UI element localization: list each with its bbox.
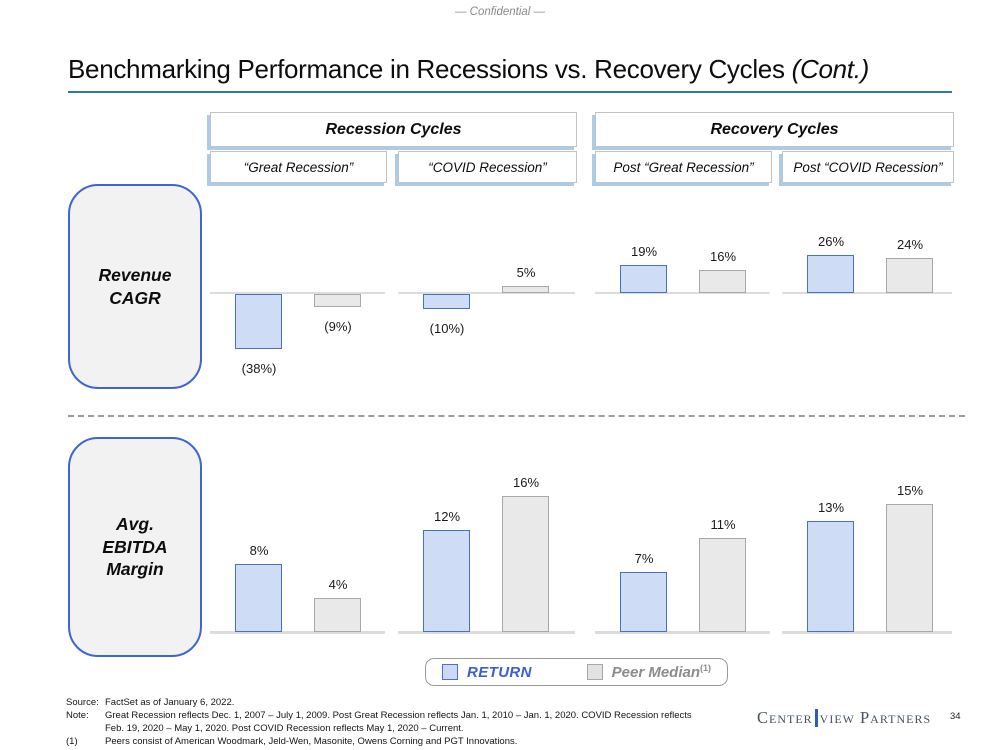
logo-text-view: view xyxy=(819,708,855,727)
footnote-note-label: Note: xyxy=(66,710,89,721)
header-great-recession: “Great Recession” xyxy=(210,151,387,183)
chart-ebitda-post-great-recession: 7% 11% xyxy=(595,440,770,640)
confidential-banner: — Confidential — xyxy=(454,6,546,18)
bar-value-label: 19% xyxy=(630,244,658,259)
peer-median-swatch-icon xyxy=(586,664,603,680)
title-underline xyxy=(68,91,952,93)
logo-text-center: Center xyxy=(757,708,813,727)
footnote-source-label: Source: xyxy=(66,697,99,708)
axis-baseline xyxy=(782,631,952,634)
footnote-1-text: Peers consist of American Woodmark, Jeld… xyxy=(105,736,518,747)
bar-value-label: 12% xyxy=(433,509,461,524)
bar-value-label: (10%) xyxy=(429,321,465,336)
chart-ebitda-covid-recession: 12% 16% xyxy=(398,440,575,640)
bar-value-label: 4% xyxy=(328,577,348,592)
footnote-source: Source: FactSet as of January 6, 2022. xyxy=(66,696,746,709)
axis-baseline xyxy=(782,292,952,294)
bar-return xyxy=(620,265,667,293)
legend-item-peer-median: Peer Median(1) xyxy=(586,663,711,681)
bar-value-label: 24% xyxy=(896,237,924,252)
bar-peer-median xyxy=(314,598,361,632)
bar-return xyxy=(620,572,667,632)
bar-return xyxy=(235,564,282,632)
footnotes: Source: FactSet as of January 6, 2022. N… xyxy=(66,696,746,748)
axis-baseline xyxy=(210,292,385,294)
page-title-cont: (Cont.) xyxy=(791,54,870,84)
page-title: Benchmarking Performance in Recessions v… xyxy=(68,54,869,85)
chart-revenue-covid-recession: (10%) 5% xyxy=(398,190,575,385)
bar-value-label: 16% xyxy=(709,249,737,264)
logo-text-partners: Partners xyxy=(860,708,932,727)
bar-return xyxy=(807,521,854,632)
bar-value-label: 13% xyxy=(817,500,845,515)
footnote-note: Note: Great Recession reflects Dec. 1, 2… xyxy=(66,709,746,735)
bar-value-label: (38%) xyxy=(241,361,277,376)
chart-ebitda-great-recession: 8% 4% xyxy=(210,440,385,640)
bar-value-label: 5% xyxy=(516,265,536,280)
return-swatch-icon xyxy=(442,664,458,680)
footnote-1-label: (1) xyxy=(66,736,78,747)
axis-baseline xyxy=(595,292,770,294)
bar-peer-median xyxy=(502,286,549,293)
footnote-source-text: FactSet as of January 6, 2022. xyxy=(105,697,235,708)
axis-baseline xyxy=(210,631,385,634)
bar-peer-median xyxy=(699,538,746,632)
bar-peer-median xyxy=(314,294,361,307)
row-divider-dashed xyxy=(68,415,965,417)
legend-peer-footnote-ref: (1) xyxy=(700,663,711,673)
footnote-note-text: Great Recession reflects Dec. 1, 2007 – … xyxy=(105,710,692,734)
header-post-great-recession: Post “Great Recession” xyxy=(595,151,772,183)
chart-revenue-great-recession: (38%) (9%) xyxy=(210,190,385,385)
chart-legend: RETURN Peer Median(1) xyxy=(425,658,728,686)
bar-value-label: 15% xyxy=(896,483,924,498)
bar-peer-median xyxy=(886,258,933,293)
centerview-partners-logo: Center view Partners xyxy=(757,708,931,728)
bar-value-label: (9%) xyxy=(324,319,352,334)
legend-return-label: RETURN xyxy=(467,663,532,681)
header-covid-recession: “COVID Recession” xyxy=(398,151,577,183)
bar-return xyxy=(235,294,282,349)
bar-value-label: 7% xyxy=(634,551,654,566)
bar-value-label: 16% xyxy=(512,475,540,490)
legend-peer-label-text: Peer Median xyxy=(611,664,700,681)
chart-revenue-post-great-recession: 19% 16% xyxy=(595,190,770,385)
bar-return xyxy=(807,255,854,293)
footnote-1: (1) Peers consist of American Woodmark, … xyxy=(66,735,746,748)
header-post-covid-recession: Post “COVID Recession” xyxy=(782,151,954,183)
bar-return xyxy=(423,530,470,632)
legend-peer-label: Peer Median(1) xyxy=(612,663,711,681)
chart-revenue-post-covid-recession: 26% 24% xyxy=(782,190,952,385)
axis-baseline xyxy=(398,292,575,294)
bar-peer-median xyxy=(502,496,549,632)
header-recession-cycles: Recession Cycles xyxy=(210,112,577,147)
header-recovery-cycles: Recovery Cycles xyxy=(595,112,954,147)
logo-blue-bar-icon xyxy=(814,709,818,727)
chart-ebitda-post-covid-recession: 13% 15% xyxy=(782,440,952,640)
bar-return xyxy=(423,294,470,309)
bar-value-label: 11% xyxy=(710,517,736,532)
bar-peer-median xyxy=(699,270,746,293)
row-label-avg-ebitda-margin: Avg. EBITDA Margin xyxy=(68,437,202,657)
row-label-revenue-cagr: Revenue CAGR xyxy=(68,184,202,389)
axis-baseline xyxy=(398,631,575,634)
bar-value-label: 26% xyxy=(817,234,845,249)
axis-baseline xyxy=(595,631,770,634)
page-title-text: Benchmarking Performance in Recessions v… xyxy=(68,54,785,84)
legend-item-return: RETURN xyxy=(442,664,532,681)
bar-value-label: 8% xyxy=(249,543,269,558)
page-number: 34 xyxy=(950,711,961,722)
bar-peer-median xyxy=(886,504,933,632)
